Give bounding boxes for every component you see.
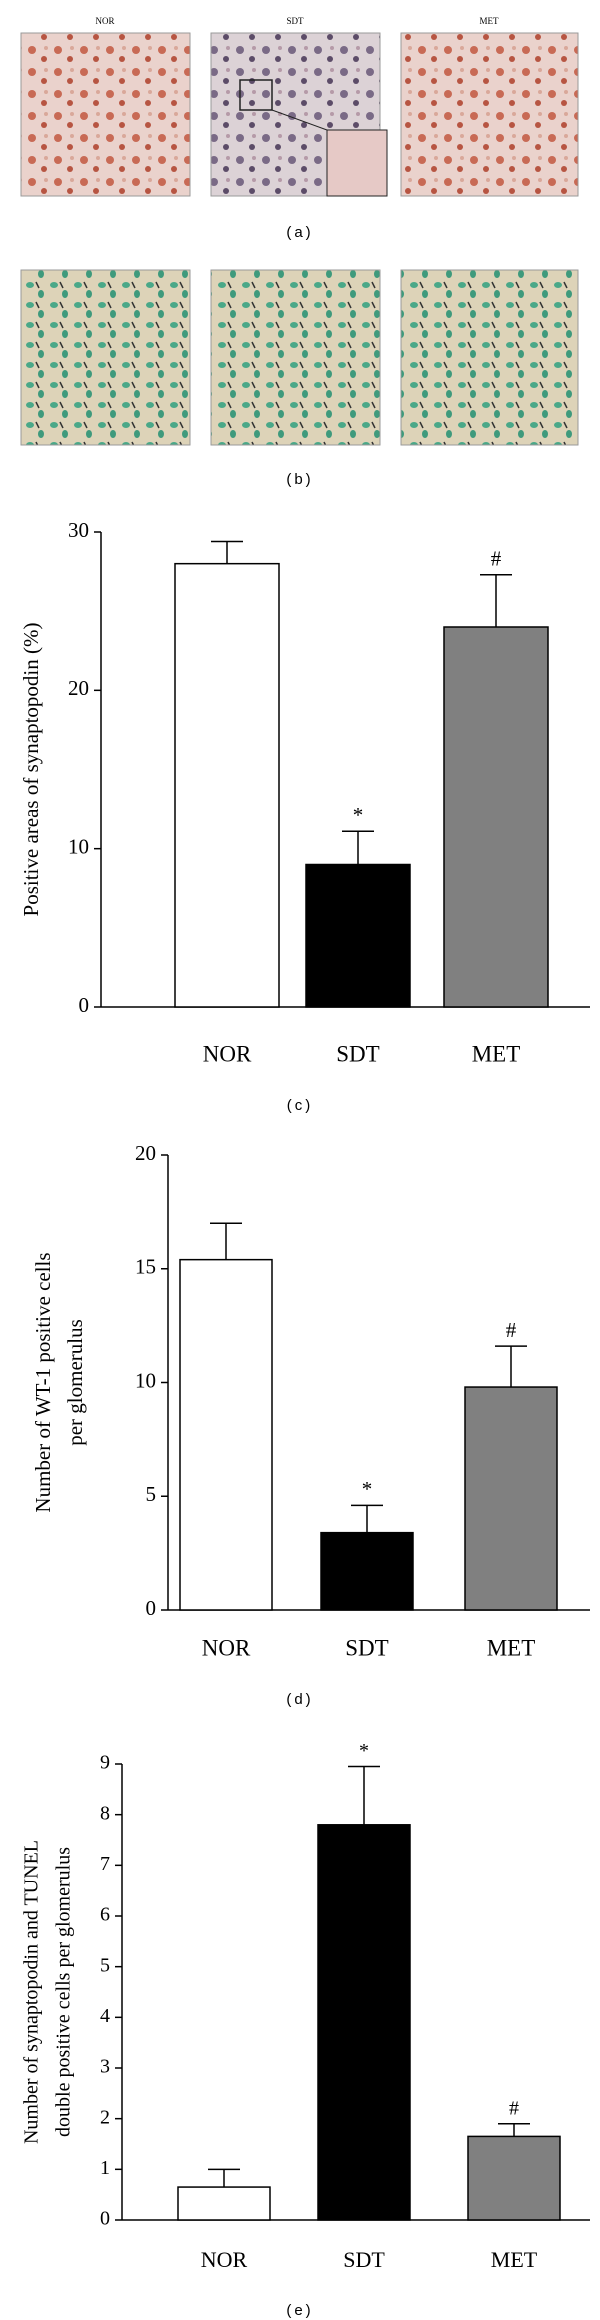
y-tick-label: 30 [68, 518, 89, 542]
y-tick-label: 0 [100, 2208, 110, 2230]
x-tick-label: NOR [203, 1041, 252, 1066]
x-tick-label: NOR [201, 2247, 248, 2272]
bar [177, 2186, 271, 2221]
significance-mark: # [509, 2097, 519, 2119]
y-tick-label: 0 [146, 1596, 157, 1620]
y-tick-label: 4 [100, 2005, 110, 2027]
bar [305, 863, 411, 1008]
significance-mark: * [359, 1740, 369, 1762]
y-axis-label: Number of WT-1 positive cells [31, 1252, 55, 1512]
micrograph [210, 269, 381, 446]
caption: (b) [286, 471, 313, 488]
significance-mark: # [491, 547, 502, 571]
micrograph [400, 269, 579, 446]
significance-mark: * [353, 803, 364, 827]
y-tick-label: 5 [146, 1482, 157, 1506]
y-tick-label: 20 [135, 1141, 156, 1165]
y-tick-label: 3 [100, 2056, 110, 2078]
y-tick-label: 7 [100, 1853, 110, 1875]
y-axis-label: per glomerulus [63, 1319, 87, 1446]
y-axis-label: Positive areas of synaptopodin (%) [19, 623, 43, 917]
micrograph [400, 32, 579, 197]
x-tick-label: MET [491, 2247, 538, 2272]
bar [320, 1531, 414, 1611]
image-label: NOR [95, 16, 114, 26]
bar [467, 2135, 561, 2221]
bar [443, 626, 549, 1008]
zoom-box [239, 79, 273, 111]
zoom-inset [326, 129, 388, 197]
x-tick-label: NOR [202, 1635, 251, 1660]
y-axis-label: double positive cells per glomerulus [53, 1847, 75, 2137]
bar [179, 1258, 273, 1611]
y-tick-label: 9 [100, 1752, 110, 1774]
image-label: MET [480, 16, 500, 26]
y-tick-label: 8 [100, 1802, 110, 1824]
caption: (e) [286, 2302, 313, 2319]
y-tick-label: 10 [135, 1368, 156, 1392]
x-tick-label: MET [487, 1635, 536, 1660]
y-tick-label: 1 [100, 2157, 110, 2179]
y-tick-label: 6 [100, 1904, 110, 1926]
x-tick-label: SDT [343, 2247, 385, 2272]
panel-a: NOR SDT MET (a) [20, 16, 579, 241]
y-tick-label: 0 [79, 993, 90, 1017]
micrograph [20, 269, 191, 446]
bar [317, 1824, 411, 2221]
significance-mark: # [506, 1318, 517, 1342]
micrograph [20, 32, 191, 197]
bar [174, 562, 280, 1008]
bar [464, 1386, 558, 1611]
caption: (c) [287, 1097, 314, 1114]
y-tick-label: 20 [68, 676, 89, 700]
y-tick-label: 2 [100, 2106, 110, 2128]
y-tick-label: 5 [100, 1954, 110, 1976]
significance-mark: * [362, 1477, 373, 1501]
x-tick-label: SDT [345, 1635, 388, 1660]
y-tick-label: 10 [68, 834, 89, 858]
x-tick-label: SDT [336, 1041, 379, 1066]
zoom-line [271, 109, 328, 131]
x-tick-label: MET [472, 1041, 521, 1066]
panel-b: (b) [20, 269, 579, 488]
y-axis-label: Number of synaptopodin and TUNEL [21, 1840, 43, 2144]
caption: (d) [286, 1691, 313, 1708]
y-tick-label: 15 [135, 1255, 156, 1279]
caption: (a) [286, 224, 313, 241]
image-label: SDT [286, 16, 304, 26]
